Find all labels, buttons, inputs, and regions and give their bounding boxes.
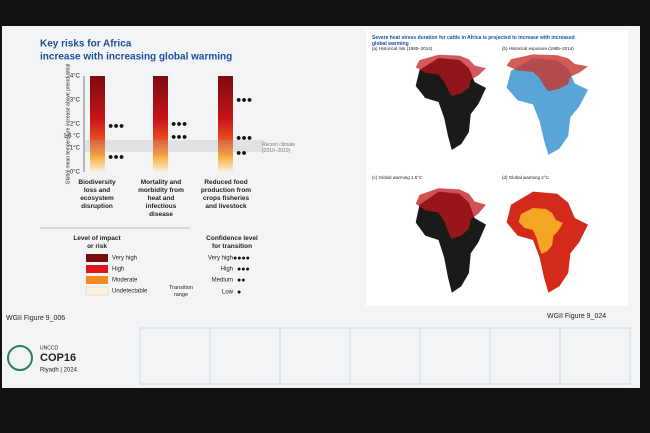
svg-text:●: ● <box>237 289 241 296</box>
column-label: Reduced food production from crops fisheri… <box>201 179 251 210</box>
legend-item: Very high <box>112 256 137 262</box>
legend-item: High <box>112 267 124 273</box>
ember-bar <box>90 76 105 172</box>
tick-label: 4°C <box>70 74 81 80</box>
svg-text:●●●: ●●● <box>171 131 187 141</box>
svg-text:●●●●: ●●●● <box>233 255 250 262</box>
panel-label: (a) Historical risk (1985–2014) <box>372 46 433 51</box>
legend-item: Undetectable <box>112 289 148 295</box>
svg-text:●●●: ●●● <box>171 118 187 128</box>
svg-text:●●: ●● <box>236 147 247 157</box>
tick-label: 3°C <box>70 98 81 104</box>
legend-item: Low <box>222 290 234 296</box>
column-label: Mortality and morbidity from heat and infec… <box>138 179 184 218</box>
legend-item: Moderate <box>112 278 138 284</box>
svg-text:●●●: ●●● <box>236 94 252 104</box>
ember-bar <box>153 76 168 172</box>
legend-item: Transition range <box>169 285 193 298</box>
note: Recent climate (2010–2019) <box>262 142 295 154</box>
title: increase with increasing global warming <box>40 52 232 63</box>
map-figure <box>366 30 628 306</box>
legend-item: Medium <box>212 278 233 284</box>
legend-title: Confidence level for transition <box>206 235 258 250</box>
svg-text:●●: ●● <box>237 277 245 284</box>
panel-label: (b) Historical exposure (1985–2014) <box>502 46 574 51</box>
title: Severe heat stress duration for cattle i… <box>372 35 575 47</box>
svg-text:●●●: ●●● <box>237 266 250 273</box>
axis-label: Global mean temperature increase above p… <box>65 64 71 185</box>
title: Key risks for Africa <box>40 39 132 50</box>
svg-text:●●●: ●●● <box>108 120 124 130</box>
footer-text: COP16 <box>40 352 76 364</box>
legend-title: Level of impact or risk <box>73 235 121 250</box>
footer-text: UNCCD <box>40 345 58 351</box>
logo <box>7 345 33 371</box>
panel-label: (d) Global warming 2°C <box>502 175 550 180</box>
tick-label: 1.5 °C <box>63 134 80 140</box>
svg-text:●●●: ●●● <box>108 151 124 161</box>
tick-label: 2°C <box>70 122 81 128</box>
caption: WGII Figure 9_006 <box>6 315 65 322</box>
svg-text:●●●: ●●● <box>236 132 252 142</box>
ember-chart: ●●●●●● ●●●●●● ●●●●●●●● <box>83 76 264 172</box>
ember-bar <box>218 76 233 172</box>
caption: WGII Figure 9_024 <box>547 313 606 320</box>
footer-pattern <box>139 327 631 385</box>
column-label: Biodiversity loss and ecosystem disruption <box>78 179 116 210</box>
panel-label: (c) Global warming 1.5°C <box>372 175 423 180</box>
footer-text: Riyadh | 2024 <box>40 368 78 374</box>
legend-item: High <box>221 267 233 273</box>
tick-label: 1°C <box>70 146 81 152</box>
legend-item: Very high <box>208 256 233 262</box>
risk-legend: ●●●●●●●●●● <box>40 227 250 296</box>
tick-label: 0°C <box>70 170 81 176</box>
